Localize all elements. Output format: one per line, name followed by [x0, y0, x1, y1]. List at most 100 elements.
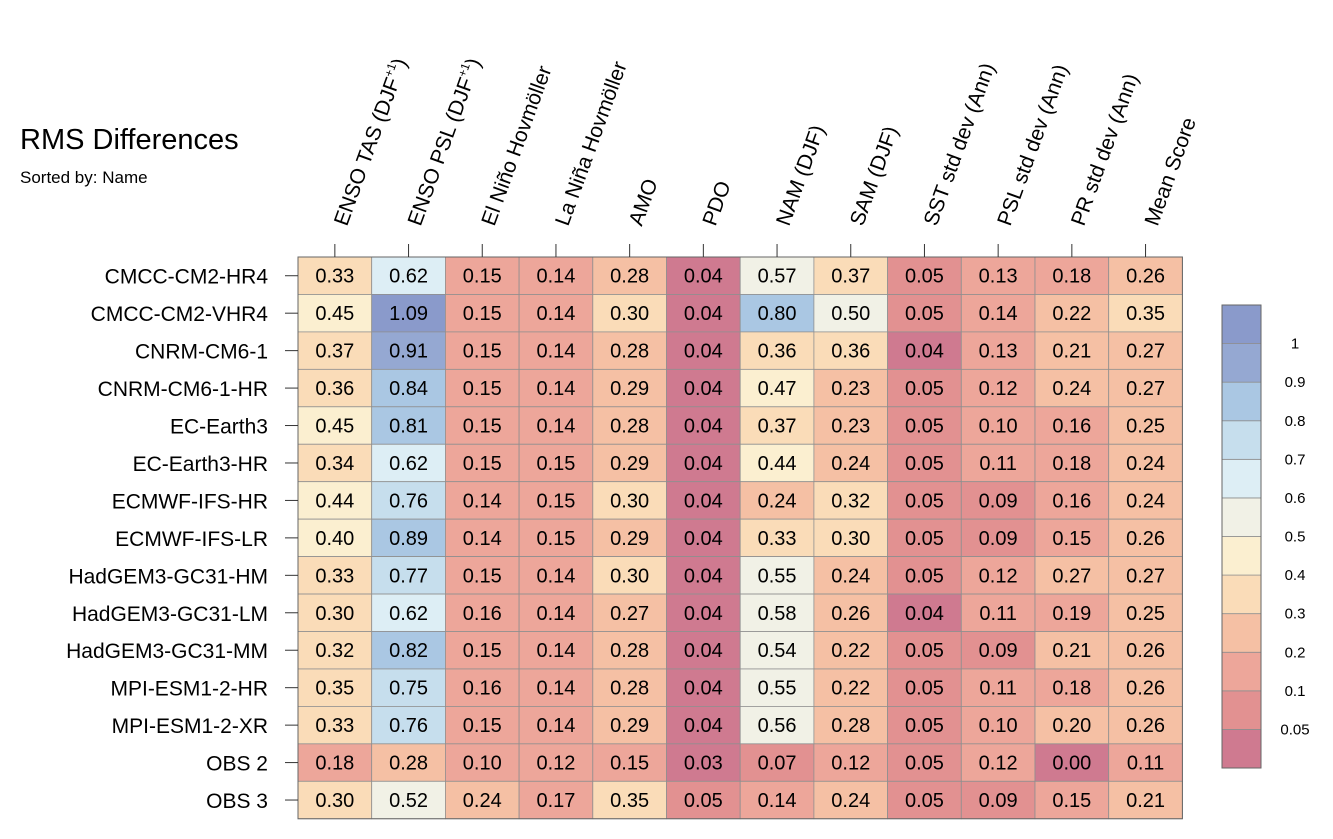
row-label: EC-Earth3-HR	[133, 453, 268, 476]
cell-value-label: 0.15	[536, 453, 575, 475]
cell-value-label: 0.14	[536, 341, 575, 363]
column-label: PSL std dev (Ann)	[993, 61, 1073, 228]
colorbar-box	[1221, 613, 1262, 653]
heatmap-cell	[297, 368, 373, 408]
heatmap-cell	[739, 780, 815, 820]
heatmap-cell	[960, 294, 1036, 333]
cell-value-label: 0.22	[1052, 303, 1091, 325]
cell-value-label: 0.21	[1052, 640, 1091, 662]
heatmap-cell	[887, 256, 962, 295]
colorbar-box	[1221, 536, 1262, 576]
heatmap-cell	[371, 518, 446, 558]
cell-value-label: 0.04	[684, 640, 723, 662]
heatmap-cell	[592, 780, 667, 820]
heatmap-cell	[444, 481, 520, 520]
cell-value-label: 0.28	[610, 640, 649, 662]
heatmap-cell	[444, 631, 520, 670]
cell-value-label: 0.13	[979, 341, 1018, 363]
heatmap-cell	[960, 518, 1036, 558]
cell-value-label: 0.15	[463, 303, 502, 325]
heatmap-cell	[739, 743, 815, 782]
heatmap-cell	[887, 706, 962, 745]
cell-value-label: 0.26	[1126, 266, 1165, 288]
heatmap-cell	[813, 518, 889, 558]
heatmap-cell	[887, 331, 962, 370]
row-label: ECMWF-IFS-HR	[112, 490, 268, 513]
cell-value-label: 0.58	[758, 603, 797, 625]
cell-value-label: 0.10	[979, 715, 1018, 737]
column-label: ENSO PSL (DJF+1)	[402, 55, 486, 229]
cell-value-label: 0.10	[979, 416, 1018, 438]
cell-value-label: 0.10	[463, 753, 502, 775]
colorbar-label: 0.05	[1280, 721, 1309, 738]
cell-value-label: 0.29	[610, 715, 649, 737]
cell-value-label: 0.04	[684, 678, 723, 700]
column-label: Mean Score	[1141, 114, 1201, 228]
cell-value-label: 0.76	[389, 715, 428, 737]
heatmap-cell	[371, 593, 446, 632]
cell-value-label: 0.12	[979, 753, 1018, 775]
heatmap-cell	[960, 256, 1036, 295]
cell-value-label: 0.45	[315, 303, 354, 325]
cell-value-label: 0.24	[831, 453, 870, 475]
cell-value-label: 0.30	[831, 528, 870, 550]
heatmap-cell	[1034, 631, 1110, 670]
cell-value-label: 0.27	[1126, 565, 1165, 587]
cell-value-label: 0.36	[315, 378, 354, 400]
cell-value-label: 0.11	[979, 603, 1016, 625]
cell-value-label: 0.26	[1126, 528, 1165, 550]
cell-value-label: 0.15	[463, 715, 502, 737]
cell-value-label: 0.23	[831, 378, 870, 400]
cell-value-label: 0.05	[905, 490, 944, 512]
cell-value-label: 0.15	[610, 753, 649, 775]
heatmap-cell	[813, 706, 889, 745]
cell-value-label: 0.47	[758, 378, 797, 400]
row-label: OBS 3	[206, 790, 268, 813]
cell-value-label: 0.56	[758, 715, 797, 737]
heatmap-cell	[1108, 780, 1183, 820]
cell-value-label: 0.27	[1052, 565, 1091, 587]
cell-value-label: 0.05	[905, 303, 944, 325]
cell-value-label: 0.28	[610, 341, 649, 363]
cell-value-label: 0.14	[758, 790, 797, 812]
heatmap-cell	[444, 406, 520, 445]
cell-value-label: 0.33	[315, 565, 354, 587]
heatmap-cell	[444, 780, 520, 820]
heatmap-cell	[518, 294, 594, 333]
heatmap-cell	[518, 556, 594, 595]
row-label: HadGEM3-GC31-MM	[66, 640, 268, 663]
heatmap-cell	[960, 743, 1036, 782]
cell-value-label: 0.36	[831, 341, 870, 363]
heatmap-cell	[518, 331, 594, 370]
cell-value-label: 0.12	[979, 378, 1018, 400]
row-label: MPI-ESM1-2-HR	[110, 678, 268, 701]
cell-value-label: 0.16	[463, 678, 502, 700]
colorbar-box	[1221, 381, 1262, 422]
heatmap-cell	[444, 556, 520, 595]
column-label: PDO	[698, 178, 735, 229]
cell-value-label: 0.33	[315, 266, 354, 288]
cell-value-label: 0.07	[758, 753, 797, 775]
cell-value-label: 0.15	[463, 453, 502, 475]
cell-value-label: 0.04	[905, 603, 944, 625]
cell-value-label: 0.04	[905, 341, 944, 363]
heatmap-cell	[371, 668, 446, 707]
cell-value-label: 0.22	[831, 678, 870, 700]
heatmap-cell	[592, 593, 667, 632]
colorbar-label: 0.7	[1285, 451, 1306, 468]
heatmap-cell	[1108, 481, 1183, 520]
cell-value-label: 0.09	[979, 490, 1018, 512]
heatmap-cell	[1034, 556, 1110, 595]
cell-value-label: 0.09	[979, 528, 1018, 550]
cell-value-label: 0.12	[536, 753, 575, 775]
heatmap-cell	[1108, 668, 1183, 707]
cell-value-label: 0.37	[315, 341, 354, 363]
heatmap-cell	[887, 518, 962, 558]
cell-value-label: 0.62	[389, 266, 428, 288]
row-label: CMCC-CM2-HR4	[105, 266, 269, 289]
heatmap-cell	[666, 406, 741, 445]
heatmap-cell	[444, 368, 520, 408]
cell-value-label: 0.34	[315, 453, 354, 475]
cell-value-label: 0.54	[758, 640, 797, 662]
